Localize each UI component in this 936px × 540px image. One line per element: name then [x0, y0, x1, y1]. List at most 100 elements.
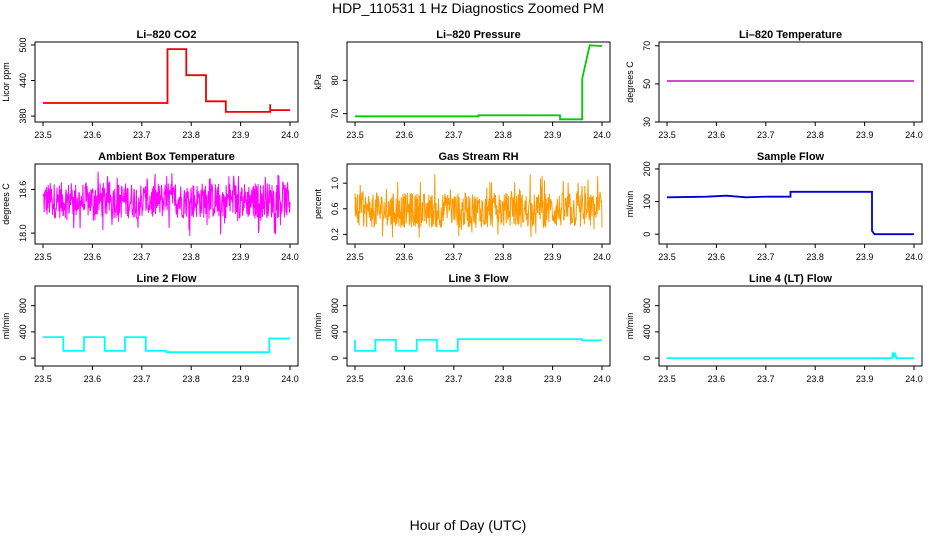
x-tick-label: 23.7 — [757, 374, 775, 384]
series-line — [666, 190, 914, 236]
x-tick-label: 23.6 — [708, 130, 726, 140]
x-tick-label: 23.6 — [84, 374, 102, 384]
y-tick-label: 800 — [642, 298, 652, 313]
x-tick-label: 23.6 — [84, 130, 102, 140]
y-tick-label: 80 — [330, 75, 340, 85]
panel-title: Line 2 Flow — [137, 273, 197, 285]
series-line — [42, 171, 291, 236]
y-tick-label: 400 — [330, 324, 340, 339]
x-tick-label: 23.8 — [494, 374, 512, 384]
y-tick-label: 0.6 — [330, 203, 340, 216]
x-tick-label: 23.7 — [757, 130, 775, 140]
x-tick-label: 23.8 — [806, 374, 824, 384]
plot-frame — [346, 163, 611, 245]
plot-frame — [34, 285, 299, 367]
x-tick-label: 23.5 — [658, 374, 676, 384]
x-axis-label: Hour of Day (UTC) — [409, 517, 527, 533]
y-tick-label: 200 — [642, 161, 652, 176]
y-tick-label: 800 — [330, 298, 340, 313]
x-tick-label: 23.5 — [658, 130, 676, 140]
x-tick-label: 24.0 — [905, 374, 923, 384]
chart-panel: Line 4 (LT) Flow ml/min 23.5 23.6 23.7 23.8 23… — [625, 273, 923, 384]
x-tick-label: 24.0 — [281, 252, 299, 262]
y-tick-label: 30 — [642, 117, 652, 127]
figure-title: HDP_110531 1 Hz Diagnostics Zoomed PM — [331, 0, 605, 16]
x-tick-label: 24.0 — [905, 252, 923, 262]
x-tick-label: 23.6 — [396, 130, 414, 140]
x-tick-label: 24.0 — [281, 130, 299, 140]
x-tick-label: 23.8 — [494, 252, 512, 262]
panel-title: Gas Stream RH — [438, 151, 518, 163]
series-line — [43, 48, 290, 113]
x-tick-label: 23.5 — [34, 130, 52, 140]
x-tick-label: 23.5 — [34, 252, 52, 262]
x-tick-label: 23.9 — [856, 130, 874, 140]
x-tick-label: 23.6 — [396, 374, 414, 384]
x-tick-label: 23.5 — [346, 374, 364, 384]
x-tick-label: 23.8 — [182, 374, 200, 384]
x-tick-label: 23.9 — [856, 252, 874, 262]
x-tick-label: 23.5 — [658, 252, 676, 262]
series-line — [354, 174, 603, 238]
panel-title: Line 3 Flow — [449, 273, 509, 285]
x-tick-label: 23.7 — [445, 252, 463, 262]
plot-frame — [346, 285, 611, 367]
x-tick-label: 23.9 — [544, 130, 562, 140]
x-tick-label: 24.0 — [281, 374, 299, 384]
y-tick-label: 70 — [330, 109, 340, 119]
panel-title: Li–820 CO2 — [137, 29, 197, 41]
chart-panel: Line 3 Flow ml/min 23.5 23.6 23.7 23.8 23.9 24.… — [313, 273, 611, 384]
series-line — [667, 351, 914, 360]
x-tick-label: 23.7 — [133, 130, 151, 140]
y-tick-label: 400 — [18, 324, 28, 339]
y-tick-label: 70 — [642, 41, 652, 51]
plot-frame — [34, 163, 299, 245]
plot-frame — [346, 41, 611, 123]
x-tick-label: 23.6 — [396, 252, 414, 262]
x-tick-label: 23.6 — [708, 374, 726, 384]
panel-title: Li–820 Pressure — [436, 29, 520, 41]
panel-title: Line 4 (LT) Flow — [749, 273, 832, 285]
x-tick-label: 23.9 — [544, 374, 562, 384]
y-axis-label: ml/min — [625, 313, 635, 340]
x-tick-label: 23.7 — [757, 252, 775, 262]
y-tick-label: 0 — [330, 356, 340, 361]
x-tick-label: 23.8 — [494, 130, 512, 140]
y-tick-label: 18.0 — [18, 224, 28, 242]
y-tick-label: 500 — [18, 37, 28, 52]
x-tick-label: 23.9 — [232, 252, 250, 262]
chart-panel: Line 2 Flow ml/min 23.5 23.6 23.7 23.8 23.9 24.… — [1, 273, 299, 384]
x-tick-label: 23.7 — [445, 130, 463, 140]
chart-panel: Li–820 Temperature degrees C 23.5 23.6 23.7 2… — [625, 29, 923, 140]
y-axis-label: percent — [313, 188, 323, 219]
y-axis-label: ml/min — [625, 191, 635, 218]
y-tick-label: 440 — [18, 73, 28, 88]
y-tick-label: 800 — [18, 298, 28, 313]
y-tick-label: 18.6 — [18, 181, 28, 199]
panel-title: Li–820 Temperature — [739, 29, 842, 41]
y-tick-label: 50 — [642, 79, 652, 89]
series-line — [354, 338, 602, 352]
x-tick-label: 23.7 — [445, 374, 463, 384]
y-axis-label: kPa — [313, 74, 323, 90]
chart-panel: Li–820 CO2 Licor ppm 23.5 23.6 23.7 23.8 23.9 2… — [1, 29, 299, 140]
series-line — [43, 336, 290, 354]
x-tick-label: 23.7 — [133, 374, 151, 384]
x-tick-label: 23.9 — [856, 374, 874, 384]
y-axis-label: ml/min — [313, 313, 323, 340]
x-tick-label: 23.5 — [34, 374, 52, 384]
x-tick-label: 23.5 — [346, 130, 364, 140]
chart-panel: Ambient Box Temperature degrees C 23.5 23.6… — [1, 151, 299, 262]
x-tick-label: 23.6 — [84, 252, 102, 262]
chart-panel: Sample Flow ml/min 23.5 23.6 23.7 23.8 23.9 24.… — [625, 151, 923, 262]
x-tick-label: 23.7 — [133, 252, 151, 262]
x-tick-label: 24.0 — [593, 252, 611, 262]
y-axis-label: degrees C — [625, 61, 635, 103]
y-tick-label: 1.0 — [330, 177, 340, 190]
x-tick-label: 23.9 — [544, 252, 562, 262]
y-tick-label: 0.2 — [330, 228, 340, 241]
panel-title: Sample Flow — [757, 151, 825, 163]
x-tick-label: 23.9 — [232, 130, 250, 140]
plot-frame — [34, 41, 299, 123]
chart-panel: Li–820 Pressure kPa 23.5 23.6 23.7 23.8 23.9 24… — [313, 29, 611, 140]
